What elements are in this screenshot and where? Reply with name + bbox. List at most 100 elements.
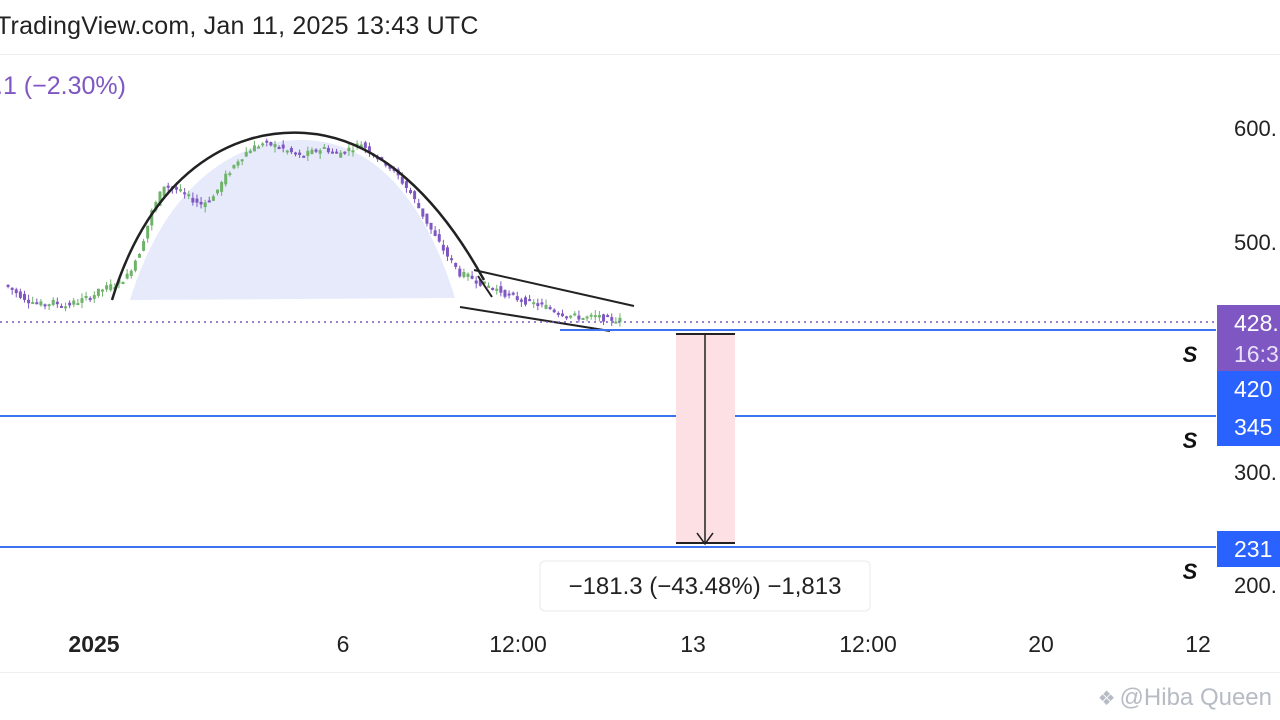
candle-body [400,176,404,184]
candle-body [35,302,39,305]
candle-body [137,254,141,258]
candle-body [614,321,618,324]
candle-body [318,150,322,154]
chart-source-title: TradingView.com, Jan 11, 2025 13:43 UTC [0,12,479,40]
candle-body [281,144,285,149]
candle-body [466,273,470,277]
candle-body [560,313,564,317]
candle-body [146,225,150,239]
candle-body [31,302,35,305]
candle-body [306,150,310,156]
candle-body [228,173,232,176]
candle-body [429,222,433,230]
candle-body [585,316,589,319]
candle-body [314,149,318,152]
candle-body [388,165,392,169]
candle-body [125,273,129,279]
current-price-time: 16:3 [1234,341,1279,367]
candle-body [191,197,195,203]
candle-body [294,152,298,155]
candle-body [10,287,14,290]
candle-body [462,272,466,278]
candle-body [347,147,351,152]
candle-body [76,303,80,306]
candle-body [179,189,183,192]
candle-body [499,286,503,293]
candle-body [269,142,273,146]
candle-body [72,300,76,305]
candle-body [220,182,224,192]
candle-body [257,146,261,149]
diamond-icon: ❖ [1097,688,1116,710]
x-tick-label: 12:00 [489,631,547,657]
candle-body [18,291,22,298]
candle-body [581,318,585,321]
measure-label-box [539,560,871,612]
candle-body [240,159,244,162]
candle-body [199,201,203,205]
candle-body [487,285,491,288]
candle-body [330,151,334,154]
x-tick-label: 12:00 [839,631,897,657]
watermark-text: @Hiba Queen [1119,684,1272,711]
candle-body [351,150,355,153]
candle-body [162,186,166,197]
candle-body [129,270,133,276]
candle-body [183,192,187,195]
candle-body [322,146,326,149]
candle-body [544,304,548,309]
candle-body [618,317,622,323]
candle-body [458,268,462,277]
candle-body [454,262,458,267]
candle-body [298,152,302,155]
measure-arrow-head [696,532,714,546]
candle-body [355,143,359,146]
candle-body [207,200,211,203]
candle-body [27,299,31,304]
candle-body [495,288,499,291]
candle-body [187,194,191,197]
candle-body [121,281,125,285]
candle-body [14,289,18,294]
candle-body [523,297,527,305]
candle-body [166,185,170,188]
candle-body [536,303,540,307]
candle-body [92,295,96,299]
candle-body [326,147,330,153]
support-marker: S [1183,342,1198,367]
handle-breakout-arrow [477,275,493,298]
candle-body [556,312,560,315]
support-marker: S [1183,559,1198,584]
candle-body [548,307,552,310]
candle-body [310,149,314,154]
measure-tool: −181.3 (−43.48%) −1,813 [539,333,871,612]
candle-body [232,164,236,169]
candle-body [569,315,573,318]
candle-body [203,202,207,208]
candle-body [433,230,437,236]
candle-body [174,187,178,190]
cup-pattern-fill [130,139,455,300]
candle-body [491,287,495,290]
y-tick-label: 300. [1234,460,1277,485]
candle-body [519,299,523,302]
candle-body [101,289,105,292]
candle-body [236,161,240,166]
candle-body [474,280,478,284]
candle-body [252,145,256,152]
candle-body [109,284,113,291]
candle-body [606,315,610,318]
candle-body [610,317,614,321]
candle-body [158,191,162,206]
current-price-value: 428. [1234,310,1279,336]
candle-body [265,140,269,143]
candle-body [133,260,137,271]
price-change-readout: .1 (−2.30%) [0,72,126,100]
handle-upper-trendline [473,269,635,307]
candle-body [55,301,59,305]
candle-body [577,315,581,320]
candle-body [150,210,154,226]
support-level-value: 420 [1234,376,1272,402]
y-tick-label: 200. [1234,573,1277,598]
